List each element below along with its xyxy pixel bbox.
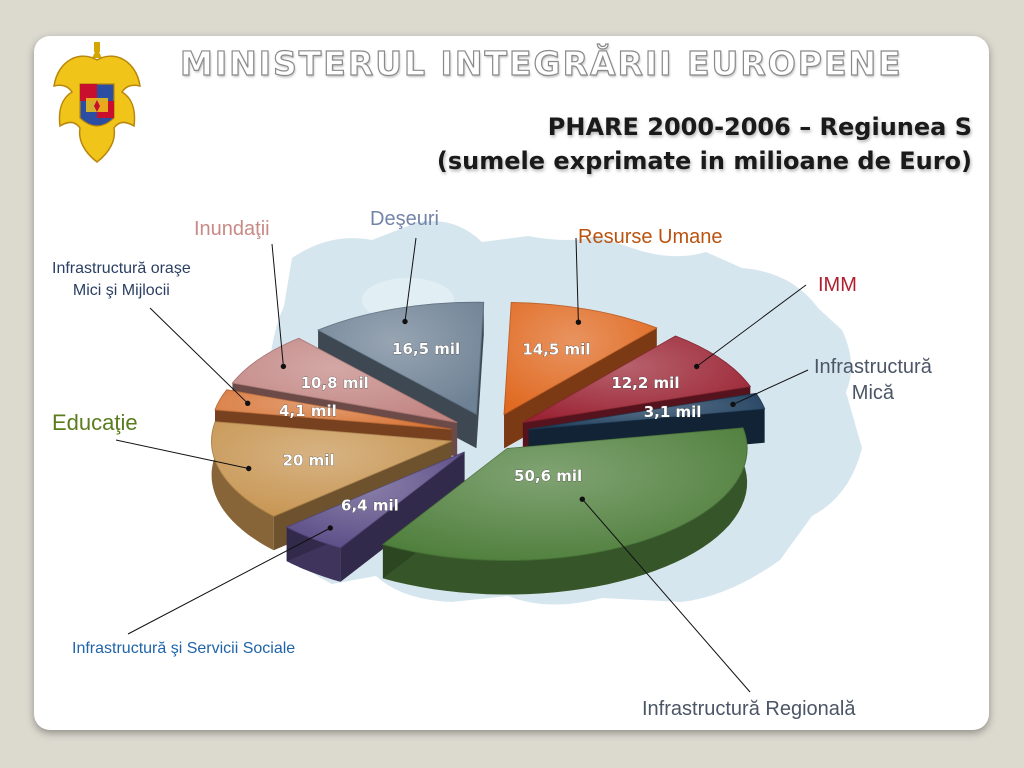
chart-title-line1: PHARE 2000-2006 – Regiunea S (547, 113, 972, 141)
data-label-infrastructura-si-servicii-sociale: 6,4 mil (341, 497, 399, 515)
data-label-infrastructura-orase-mici-si-mijlocii: 4,1 mil (279, 402, 337, 420)
pie-slice-highlight (232, 338, 458, 423)
data-label-imm: 12,2 mil (611, 374, 679, 392)
leader-line-infrastructura-mica (732, 369, 809, 405)
category-label-mica-line2: Mică (851, 382, 895, 404)
category-label-educatie: Educaţie (52, 410, 138, 435)
pie-slice-side (211, 421, 274, 551)
pie-slice-highlight (215, 389, 452, 430)
coat-of-arms-icon (53, 42, 141, 163)
category-label-deseuri: Deşeuri (370, 208, 439, 230)
category-label-infrastructura-mica: Infrastructură Mică (814, 354, 932, 406)
leader-arrowhead (694, 363, 700, 370)
pie-slice-highlight (504, 302, 657, 415)
category-label-resurse-umane: Resurse Umane (578, 226, 723, 248)
leader-line-resurse-umane (575, 237, 579, 323)
leader-arrowhead (579, 496, 585, 502)
category-label-inundatii: Inundaţii (194, 218, 270, 240)
leader-line-educatie (115, 439, 249, 469)
data-label-deseuri: 16,5 mil (392, 340, 460, 358)
category-label-orase-line2: Mici şi Mijlocii (72, 282, 170, 299)
data-label-resurse-umane: 14,5 mil (522, 340, 590, 358)
pie-slice-cut-face (476, 302, 484, 449)
pie-slice-side (382, 427, 748, 595)
pie-slice-highlight (286, 451, 465, 548)
organization-heading: MINISTERUL INTEGRĂRII EUROPENE (179, 43, 903, 83)
leader-line-infrastructura-si-servicii-sociale (127, 527, 331, 635)
leader-line-inundatii (271, 243, 284, 367)
leader-line-infrastructura-orase-mici-si-mijlocii (149, 307, 249, 404)
pie-slice-highlight (528, 393, 765, 430)
leader-arrowhead (246, 465, 252, 472)
pie-slice-infrastructura-si-servicii-sociale (285, 451, 465, 582)
leader-arrowhead (402, 318, 408, 325)
category-label-orase-mici-mijlocii: Infrastructură oraşe Mici şi Mijlocii (52, 258, 191, 302)
pie-slice-highlight (318, 302, 484, 415)
data-label-infrastructura-regionala: 50,6 mil (514, 467, 582, 485)
leader-arrowhead (245, 400, 251, 406)
category-label-infrastructura-regionala: Infrastructură Regională (642, 698, 856, 720)
pie-slice-highlight (522, 336, 751, 423)
category-label-servicii-sociale: Infrastructură şi Servicii Sociale (72, 640, 296, 657)
leader-line-infrastructura-regionala (581, 498, 751, 693)
category-label-imm: IMM (818, 274, 857, 296)
leader-arrowhead (327, 525, 333, 531)
pie-slice-highlight (382, 427, 748, 561)
data-label-educatie: 20 mil (283, 451, 335, 469)
pie-slice-highlight (211, 421, 452, 517)
data-label-inundatii: 10,8 mil (301, 374, 369, 392)
chart-subtitle: (sumele exprimate in milioane de Euro) (436, 147, 972, 175)
category-label-orase-line1: Infrastructură oraşe (52, 260, 191, 277)
leader-arrowhead (575, 319, 582, 325)
leader-line-imm (696, 284, 807, 367)
data-label-infrastructura-mica: 3,1 mil (644, 403, 702, 421)
pie-slice-infrastructura-regionala (381, 427, 748, 595)
leader-arrowhead (280, 363, 287, 370)
leader-line-deseuri (404, 237, 417, 322)
leader-arrowhead (730, 401, 736, 408)
chart-title: PHARE 2000-2006 – Regiunea S (sumele exp… (437, 110, 972, 178)
category-label-mica-line1: Infrastructură (814, 356, 932, 378)
